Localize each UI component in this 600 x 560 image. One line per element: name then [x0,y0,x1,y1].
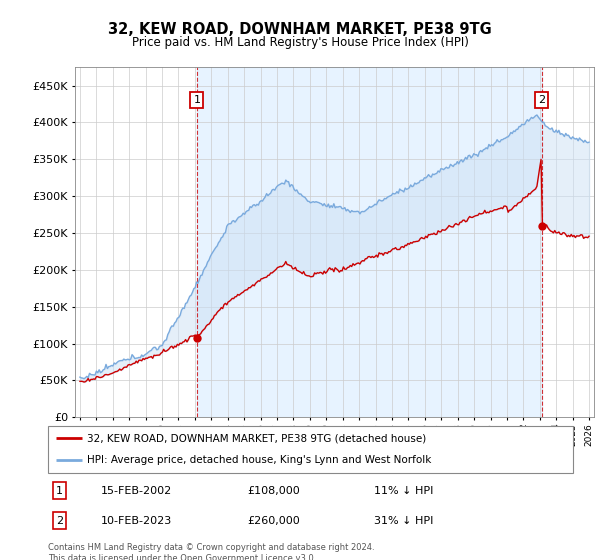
Text: 1: 1 [56,486,63,496]
Text: £260,000: £260,000 [248,516,300,526]
Text: Price paid vs. HM Land Registry's House Price Index (HPI): Price paid vs. HM Land Registry's House … [131,36,469,49]
Text: 32, KEW ROAD, DOWNHAM MARKET, PE38 9TG (detached house): 32, KEW ROAD, DOWNHAM MARKET, PE38 9TG (… [88,433,427,444]
Text: 11% ↓ HPI: 11% ↓ HPI [373,486,433,496]
Text: 10-FEB-2023: 10-FEB-2023 [101,516,172,526]
Text: 31% ↓ HPI: 31% ↓ HPI [373,516,433,526]
Text: HPI: Average price, detached house, King's Lynn and West Norfolk: HPI: Average price, detached house, King… [88,455,432,465]
Bar [197,67,542,417]
Text: 1: 1 [193,95,200,105]
Text: 32, KEW ROAD, DOWNHAM MARKET, PE38 9TG: 32, KEW ROAD, DOWNHAM MARKET, PE38 9TG [108,22,492,38]
Text: £108,000: £108,000 [248,486,300,496]
Text: 2: 2 [538,95,545,105]
Text: Contains HM Land Registry data © Crown copyright and database right 2024.
This d: Contains HM Land Registry data © Crown c… [48,543,374,560]
Text: 2: 2 [56,516,63,526]
Text: 15-FEB-2002: 15-FEB-2002 [101,486,172,496]
